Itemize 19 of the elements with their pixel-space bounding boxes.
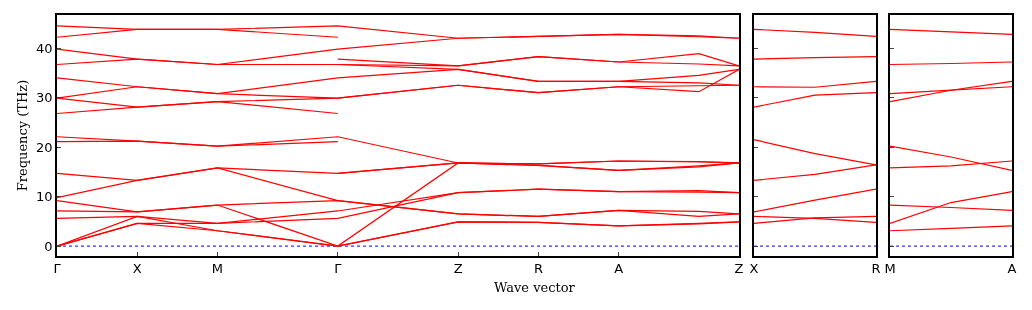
x-tick-label: Γ (53, 261, 62, 277)
y-axis-title: Frequency (THz) (14, 79, 30, 192)
y-tick-label: 10 (36, 189, 53, 205)
x-axis-title: Wave vector (494, 280, 576, 295)
x-tick-label: R (533, 261, 543, 277)
y-tick-label: 0 (44, 238, 53, 254)
x-tick-label: Γ (334, 261, 343, 277)
x-tick-label: X (749, 261, 759, 277)
y-tick-label: 40 (36, 40, 53, 56)
y-tick-label: 20 (36, 139, 53, 155)
x-tick-label: R (871, 261, 881, 277)
y-tick-label: 30 (36, 90, 53, 106)
x-tick-label: M (884, 261, 896, 277)
x-tick-label: M (211, 261, 224, 277)
x-tick-label: A (614, 261, 624, 277)
x-tick-label: Z (453, 261, 463, 277)
x-tick-label: Z (734, 261, 744, 277)
x-tick-label: A (1007, 261, 1017, 277)
x-tick-label: X (132, 261, 142, 277)
